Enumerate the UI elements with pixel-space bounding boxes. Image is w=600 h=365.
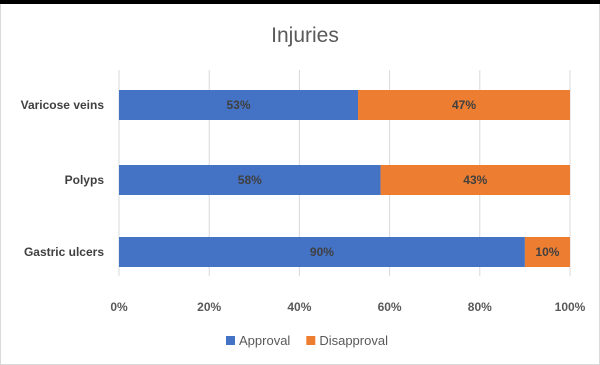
category-label: Polyps xyxy=(65,173,105,187)
top-border xyxy=(0,0,600,4)
bar-disapproval-0 xyxy=(358,90,570,120)
data-label: 58% xyxy=(238,173,262,187)
x-tick-label: 100% xyxy=(555,300,586,314)
data-label: 10% xyxy=(535,245,559,259)
chart-title: Injuries xyxy=(271,24,339,47)
bar-disapproval-1 xyxy=(380,165,570,195)
bar-approval-0 xyxy=(119,90,359,120)
x-tick-labels: 0% 20% 40% 60% 80% 100% xyxy=(110,300,585,314)
data-label: 90% xyxy=(310,245,334,259)
data-label: 47% xyxy=(452,98,476,112)
data-label: 43% xyxy=(463,173,487,187)
x-tick-label: 20% xyxy=(197,300,221,314)
bars xyxy=(119,90,570,267)
data-label: 53% xyxy=(226,98,250,112)
x-tick-label: 0% xyxy=(110,300,128,314)
category-labels: Varicose veins Polyps Gastric ulcers xyxy=(21,98,105,259)
bar-approval-2 xyxy=(119,237,525,267)
x-tick-label: 40% xyxy=(287,300,311,314)
bar-approval-1 xyxy=(119,165,381,195)
legend-label-disapproval: Disapproval xyxy=(319,333,388,348)
legend-label-approval: Approval xyxy=(239,333,290,348)
legend-swatch-approval xyxy=(226,336,235,345)
x-tick-label: 60% xyxy=(378,300,402,314)
x-tick-label: 80% xyxy=(468,300,492,314)
category-label: Varicose veins xyxy=(21,98,105,112)
bar-disapproval-2 xyxy=(524,237,570,267)
legend: Approval Disapproval xyxy=(226,333,388,348)
category-label: Gastric ulcers xyxy=(24,245,104,259)
data-labels: 53% 47% 58% 43% 90% 10% xyxy=(226,98,559,259)
legend-swatch-disapproval xyxy=(306,336,316,345)
